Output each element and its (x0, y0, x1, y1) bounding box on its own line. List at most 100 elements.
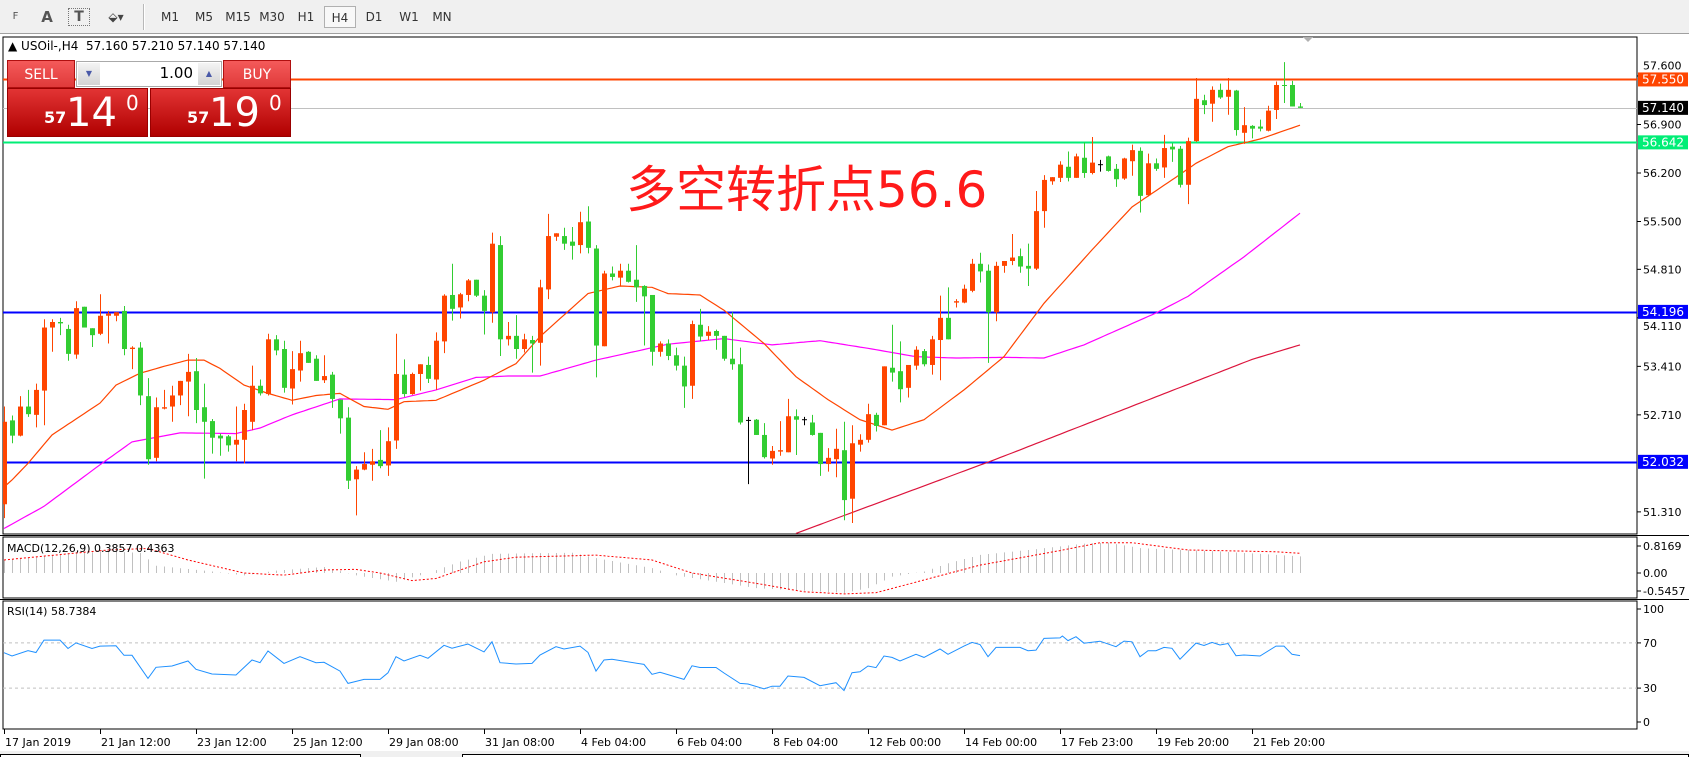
timeframe-m30[interactable]: M30 (259, 10, 285, 24)
candle-body (786, 416, 791, 453)
candle-body (866, 414, 871, 440)
candle (1186, 137, 1191, 205)
candle-body (1114, 168, 1119, 180)
candle-body (1042, 179, 1047, 212)
buy-button[interactable]: BUY (223, 60, 291, 88)
chart-annotation-text[interactable]: 多空转折点56.6 (626, 161, 988, 219)
candle (250, 365, 255, 431)
candle (98, 294, 103, 336)
candle (178, 380, 183, 406)
candle (770, 446, 775, 465)
candle (898, 341, 903, 403)
arrows-dropdown-icon[interactable]: ⬙▾ (108, 10, 124, 24)
candle (602, 270, 607, 347)
candle-body (522, 339, 527, 350)
candle (3, 406, 7, 519)
candle (978, 252, 983, 283)
text-label-icon[interactable]: T (68, 8, 90, 26)
candle-body (834, 448, 839, 460)
rsi-tick-label: 70 (1643, 637, 1657, 650)
time-label: 25 Jan 12:00 (293, 736, 363, 749)
buy-price-button[interactable]: 57 19 0 (150, 88, 291, 137)
candle-body (482, 295, 487, 311)
candle-body (1258, 126, 1263, 129)
candle (370, 448, 375, 481)
timeframe-h4[interactable]: H4 (324, 6, 356, 28)
lots-input[interactable]: ▼ 1.00 ▲ (76, 61, 222, 87)
candle (1146, 153, 1151, 197)
candle-body (618, 270, 623, 278)
candle-body (282, 349, 287, 388)
candle (618, 263, 623, 287)
candle (1210, 86, 1215, 122)
candle-body (250, 385, 255, 422)
timeframe-w1[interactable]: W1 (399, 10, 419, 24)
timeframe-m1[interactable]: M1 (161, 10, 179, 24)
candle (594, 245, 599, 378)
candle (386, 427, 391, 476)
candle (698, 308, 703, 342)
timeframe-d1[interactable]: D1 (365, 10, 383, 24)
increase-lots-icon[interactable]: ▲ (198, 63, 220, 85)
candle (10, 415, 15, 444)
candle (1162, 134, 1167, 178)
main-plot (3, 62, 1637, 534)
fibo-fan-icon[interactable]: F (12, 11, 19, 22)
sell-button[interactable]: SELL (7, 60, 75, 88)
candle (1034, 191, 1039, 271)
candle-body (338, 399, 343, 419)
candle (346, 407, 351, 490)
time-label: 21 Jan 12:00 (101, 736, 171, 749)
candle-body (1282, 84, 1287, 86)
text-tool-icon[interactable]: A (41, 8, 53, 26)
candle (82, 306, 87, 328)
sell-price-button[interactable]: 57 14 0 (7, 88, 148, 137)
timeframe-mn[interactable]: MN (432, 10, 452, 24)
candle (1218, 83, 1223, 99)
price-tick-label: 56.900 (1643, 118, 1682, 131)
candle-body (354, 469, 359, 480)
candle (874, 412, 879, 432)
candle (354, 466, 359, 516)
candle (970, 258, 975, 293)
candle (626, 263, 631, 283)
candle (994, 261, 999, 322)
candle (666, 339, 671, 361)
ohlc-values: 57.160 57.210 57.140 57.140 (86, 39, 266, 53)
timeframe-h1[interactable]: H1 (297, 10, 315, 24)
candle (210, 419, 215, 454)
candle-body (946, 317, 951, 340)
candle-body (210, 421, 215, 438)
candle (746, 416, 751, 485)
candle-body (890, 367, 895, 373)
candle-body (578, 222, 583, 246)
candle-body (706, 331, 711, 336)
candle-body (442, 295, 447, 342)
candle-body (1186, 141, 1191, 185)
candle (146, 378, 151, 465)
toolbar: F A T ⬙▾ M1 M5 M15 M30 H1 H4 D1 W1 MN (0, 0, 1689, 34)
sell-price-fraction: 0 (126, 91, 139, 115)
timeframe-m15[interactable]: M15 (225, 10, 251, 24)
candle-body (1058, 164, 1063, 178)
timeframe-m5[interactable]: M5 (195, 10, 213, 24)
decrease-lots-icon[interactable]: ▼ (78, 63, 100, 85)
candle-body (82, 306, 87, 328)
macd-label: MACD(12,26,9) 0.3857 0.4363 (7, 542, 175, 555)
candle (634, 245, 639, 302)
one-click-trading-panel: SELL ▼ 1.00 ▲ BUY 57 14 0 57 19 0 (7, 60, 291, 137)
candle (66, 324, 71, 361)
candle-body (634, 279, 639, 288)
candle (410, 372, 415, 395)
candle (1074, 153, 1079, 178)
candle-body (1290, 84, 1295, 107)
candle-body (1242, 125, 1247, 133)
collapse-triangle-icon[interactable]: ▲ (8, 39, 22, 53)
candle (194, 358, 199, 424)
candle (26, 389, 31, 417)
candle (402, 359, 407, 397)
candle (1274, 81, 1279, 119)
candle (834, 428, 839, 478)
candle (506, 321, 511, 346)
